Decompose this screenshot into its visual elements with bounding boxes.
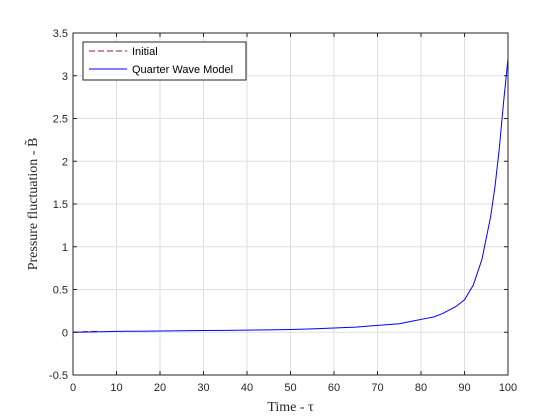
y-tick-label: 3 xyxy=(62,71,68,83)
series-group xyxy=(72,58,509,333)
x-tick-label: 100 xyxy=(499,382,517,394)
x-tick-label: 20 xyxy=(154,382,166,394)
x-tick-label: 80 xyxy=(415,382,427,394)
x-tick-label: 90 xyxy=(458,382,470,394)
y-axis-label: Pressure fluctuation - B̃ xyxy=(24,138,41,271)
legend: Initial Quarter Wave Model xyxy=(82,41,247,81)
x-tick-label: 50 xyxy=(284,382,296,394)
series-line-quarter-wave-model xyxy=(72,58,509,333)
x-tick-label: 40 xyxy=(241,382,253,394)
y-tick-label: -0.5 xyxy=(49,370,68,382)
grid xyxy=(72,32,509,376)
legend-label-initial: Initial xyxy=(132,46,158,58)
legend-label-quarter-wave-model: Quarter Wave Model xyxy=(132,64,233,76)
y-tick-label: 0 xyxy=(62,327,68,339)
y-tick-label: 1 xyxy=(62,242,68,254)
x-tick-label: 0 xyxy=(70,382,76,394)
y-tick-label: 3.5 xyxy=(53,28,68,40)
y-tick-labels: -0.5 0 0.5 1 1.5 2 2.5 3 3.5 xyxy=(49,28,68,382)
x-tick-label: 70 xyxy=(371,382,383,394)
y-tick-label: 0.5 xyxy=(53,285,68,297)
x-tick-label: 10 xyxy=(110,382,122,394)
x-tick-label: 60 xyxy=(328,382,340,394)
x-axis-label: Time - τ xyxy=(267,400,314,415)
ticks xyxy=(72,32,509,376)
y-tick-label: 1.5 xyxy=(53,199,68,211)
y-tick-label: 2.5 xyxy=(53,114,68,126)
x-tick-label: 30 xyxy=(197,382,209,394)
legend-box xyxy=(82,41,247,81)
x-tick-labels: 0 10 20 30 40 50 60 70 80 90 100 xyxy=(70,382,517,394)
y-tick-label: 2 xyxy=(62,156,68,168)
